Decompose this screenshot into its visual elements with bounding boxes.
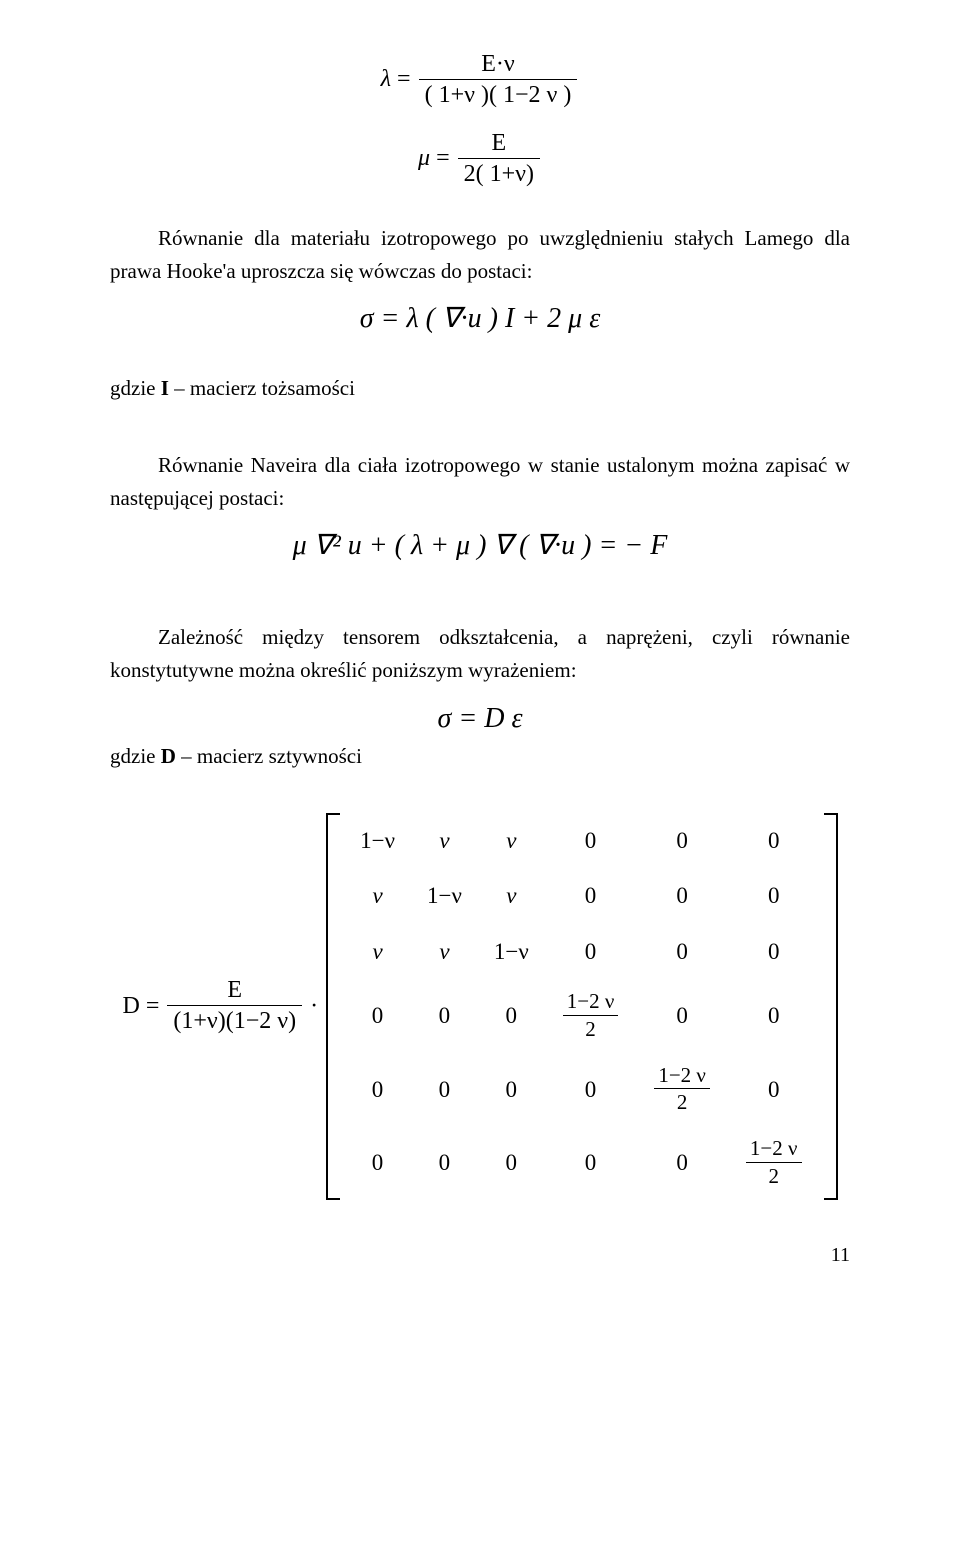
- d-matrix-prefix: D = E (1+ν)(1−2 ν) ·: [122, 976, 322, 1037]
- matrix-cell: 1−ν: [344, 813, 411, 869]
- matrix-cell: 0: [411, 979, 478, 1052]
- equation-constitutive: σ = D ε: [110, 697, 850, 740]
- matrix-cell: ν: [411, 924, 478, 980]
- identity-pre: gdzie: [110, 376, 161, 400]
- table-row: 0 0 0 1−2 ν 2 0 0: [344, 979, 819, 1052]
- paragraph-identity: gdzie I – macierz tożsamości: [110, 372, 850, 405]
- matrix-cell: 1−2 ν 2: [636, 1053, 728, 1126]
- matrix-cell: ν: [344, 924, 411, 980]
- matrix-cell: 0: [344, 1126, 411, 1199]
- matrix-cell: 0: [478, 1126, 545, 1199]
- matrix-cell: 0: [478, 979, 545, 1052]
- matrix-cell: ν: [478, 868, 545, 924]
- matrix-cell: 0: [545, 1053, 637, 1126]
- d-lhs: D =: [122, 988, 159, 1025]
- stiffness-bold: D: [161, 744, 176, 768]
- table-row: 0 0 0 0 0 1−2 ν 2: [344, 1126, 819, 1199]
- matrix-cell: 0: [728, 1053, 820, 1126]
- diag-den: 2: [654, 1089, 710, 1116]
- diag-den: 2: [563, 1016, 619, 1043]
- matrix-cell: 0: [545, 924, 637, 980]
- matrix-cell: 0: [728, 979, 820, 1052]
- d-prefix-num: E: [167, 976, 302, 1006]
- paragraph-hooke: Równanie dla materiału izotropowego po u…: [110, 222, 850, 287]
- stiffness-pre: gdzie: [110, 744, 161, 768]
- diag-num: 1−2 ν: [654, 1063, 710, 1089]
- mu-denominator: 2( 1+ν): [458, 159, 540, 190]
- d-matrix-body: 1−ν ν ν 0 0 0 ν 1−ν ν 0 0 0 ν ν 1−ν 0 0 …: [344, 813, 819, 1200]
- d-prefix-den: (1+ν)(1−2 ν): [167, 1006, 302, 1037]
- identity-post: – macierz tożsamości: [169, 376, 355, 400]
- matrix-cell: ν: [411, 813, 478, 869]
- diag-num: 1−2 ν: [563, 989, 619, 1015]
- equation-d-matrix: D = E (1+ν)(1−2 ν) · 1−ν ν ν 0 0 0 ν 1−ν…: [110, 813, 850, 1200]
- page-number: 11: [110, 1240, 850, 1271]
- d-dot: ·: [310, 988, 318, 1025]
- table-row: ν 1−ν ν 0 0 0: [344, 868, 819, 924]
- lambda-numerator: E·ν: [419, 50, 578, 80]
- matrix-cell: 0: [344, 979, 411, 1052]
- paragraph-constitutive: Zależność między tensorem odkształcenia,…: [110, 621, 850, 686]
- matrix-cell: 0: [636, 924, 728, 980]
- matrix-cell: 0: [545, 813, 637, 869]
- matrix-cell: 0: [545, 868, 637, 924]
- matrix-cell: ν: [344, 868, 411, 924]
- bracket-left-icon: [326, 813, 340, 1200]
- equation-mu: μ = E 2( 1+ν): [110, 129, 850, 190]
- matrix-cell: 0: [545, 1126, 637, 1199]
- matrix-cell: 0: [411, 1053, 478, 1126]
- matrix-cell: 1−2 ν 2: [545, 979, 637, 1052]
- constitutive-eq-text: σ = D ε: [438, 703, 523, 734]
- table-row: 0 0 0 0 1−2 ν 2 0: [344, 1053, 819, 1126]
- matrix-cell: ν: [478, 813, 545, 869]
- equation-sigma: σ = λ ( ∇·u ) I + 2 μ ε: [110, 297, 850, 340]
- matrix-cell: 0: [636, 813, 728, 869]
- matrix-cell: 1−ν: [411, 868, 478, 924]
- matrix-cell: 1−2 ν 2: [728, 1126, 820, 1199]
- mu-numerator: E: [458, 129, 540, 159]
- matrix-cell: 0: [411, 1126, 478, 1199]
- matrix-cell: 1−ν: [478, 924, 545, 980]
- navier-eq-text: μ ∇² u + ( λ + μ ) ∇ ( ∇·u ) = − F: [293, 530, 668, 561]
- matrix-cell: 0: [728, 924, 820, 980]
- matrix-cell: 0: [478, 1053, 545, 1126]
- diag-den: 2: [746, 1163, 802, 1190]
- paragraph-stiffness: gdzie D – macierz sztywności: [110, 740, 850, 773]
- lambda-denominator: ( 1+ν )( 1−2 ν ): [419, 80, 578, 111]
- matrix-cell: 0: [636, 979, 728, 1052]
- equation-lambda: λ = E·ν ( 1+ν )( 1−2 ν ): [110, 50, 850, 111]
- paragraph-navier: Równanie Naveira dla ciała izotropowego …: [110, 449, 850, 514]
- matrix-cell: 0: [728, 813, 820, 869]
- matrix-cell: 0: [728, 868, 820, 924]
- stiffness-post: – macierz sztywności: [176, 744, 362, 768]
- identity-bold: I: [161, 376, 169, 400]
- table-row: ν ν 1−ν 0 0 0: [344, 924, 819, 980]
- matrix-cell: 0: [636, 868, 728, 924]
- sigma-eq-text: σ = λ ( ∇·u ) I + 2 μ ε: [360, 303, 601, 334]
- bracket-right-icon: [824, 813, 838, 1200]
- equation-navier: μ ∇² u + ( λ + μ ) ∇ ( ∇·u ) = − F: [110, 524, 850, 567]
- matrix-cell: 0: [344, 1053, 411, 1126]
- diag-num: 1−2 ν: [746, 1136, 802, 1162]
- matrix-cell: 0: [636, 1126, 728, 1199]
- table-row: 1−ν ν ν 0 0 0: [344, 813, 819, 869]
